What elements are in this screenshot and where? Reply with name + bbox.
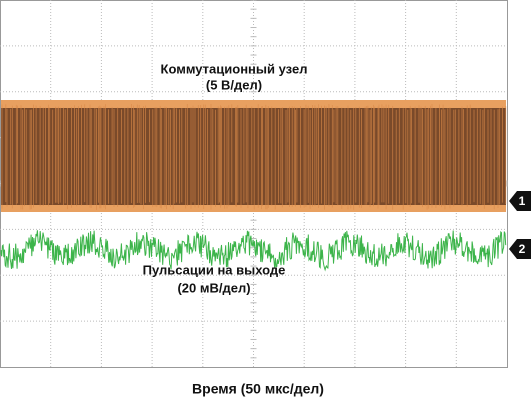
channel-1-marker: 1: [509, 191, 531, 211]
channel-2-scale: (20 мВ/дел): [177, 280, 250, 295]
channel-2-label: Пульсации на выходе: [143, 262, 286, 277]
ripple-trace: [0, 230, 507, 272]
time-axis-label: Время (50 мкс/дел): [192, 381, 324, 397]
channel-2-number: 2: [519, 242, 526, 256]
ripple-waveform: [0, 230, 507, 272]
channel-1-scale: (5 В/дел): [206, 77, 262, 92]
switch-edges: [1, 104, 507, 210]
switch-node-waveform: [1, 100, 507, 212]
channel-1-number: 1: [519, 194, 526, 208]
channel-2-marker: 2: [509, 239, 531, 259]
band-core: [1, 108, 506, 205]
channel-1-label: Коммутационный узел: [161, 61, 308, 76]
